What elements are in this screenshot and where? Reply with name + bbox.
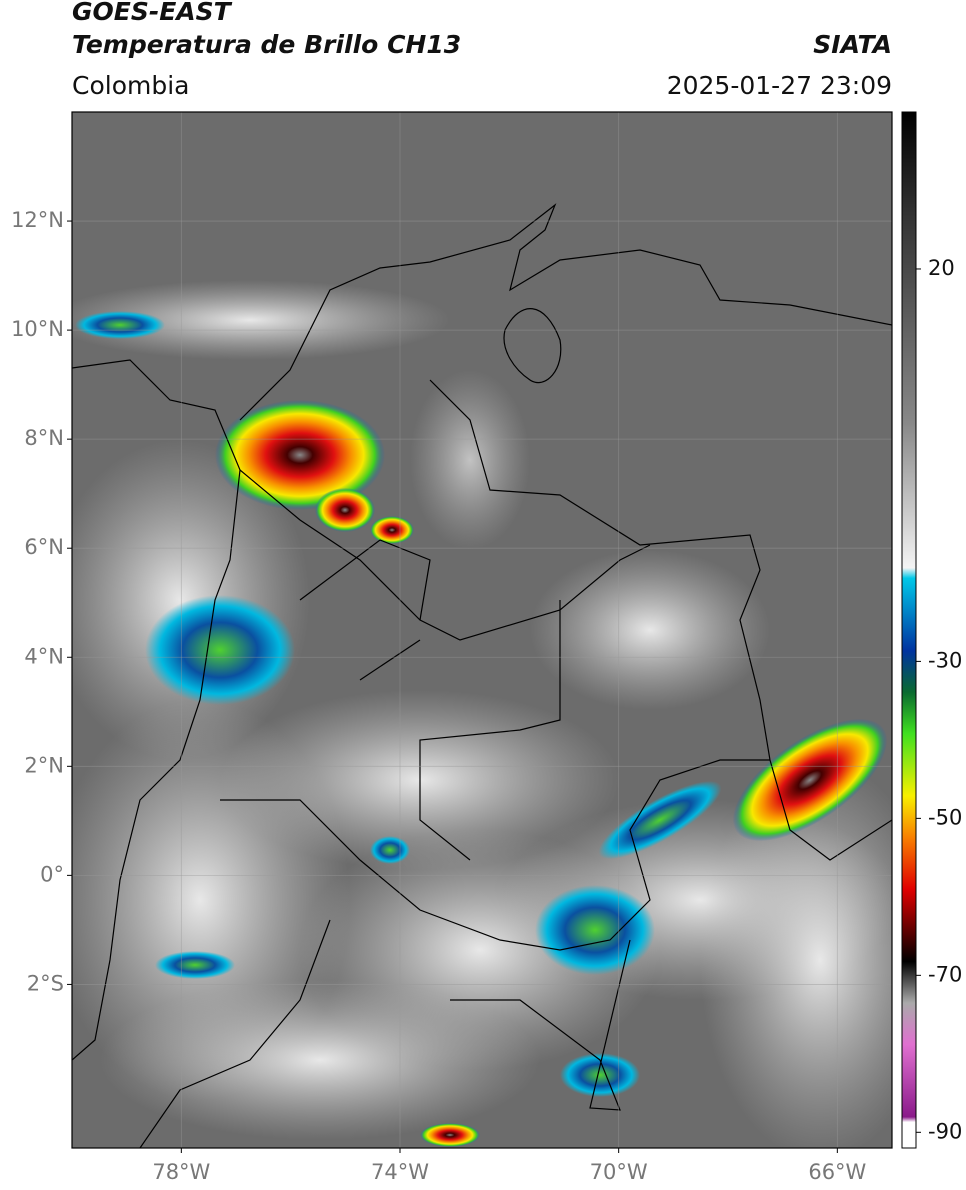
colorbar-label: 20 [928,256,955,280]
x-tick-label: 78°W [152,1160,210,1184]
y-tick-label: 0° [40,862,64,886]
y-tick-label: 4°N [24,644,64,668]
subtitle: Temperatura de Brillo CH13 [72,30,461,59]
y-tick-label: 6°N [24,535,64,559]
y-tick-label: 10°N [11,317,64,341]
y-tick-label: 2°N [24,753,64,777]
map-frame [71,111,893,1149]
colorbar [901,111,917,1149]
colorbar-label: -90 [928,1119,962,1143]
x-tick-label: 66°W [808,1160,866,1184]
colorbar-label: -50 [928,805,962,829]
colorbar-label: -70 [928,962,962,986]
region: Colombia [72,71,189,100]
colorbar-label: -30 [928,648,962,672]
y-tick-label: 8°N [24,426,64,450]
y-tick-label: 2°S [27,971,64,995]
x-tick-label: 70°W [590,1160,648,1184]
source: SIATA [813,30,892,59]
satellite-image [72,112,892,1148]
timestamp: 2025-01-27 23:09 [667,71,892,100]
x-tick-label: 74°W [371,1160,429,1184]
y-tick-label: 12°N [11,208,64,232]
title: GOES-EAST [72,0,233,26]
graticule [72,112,892,1148]
